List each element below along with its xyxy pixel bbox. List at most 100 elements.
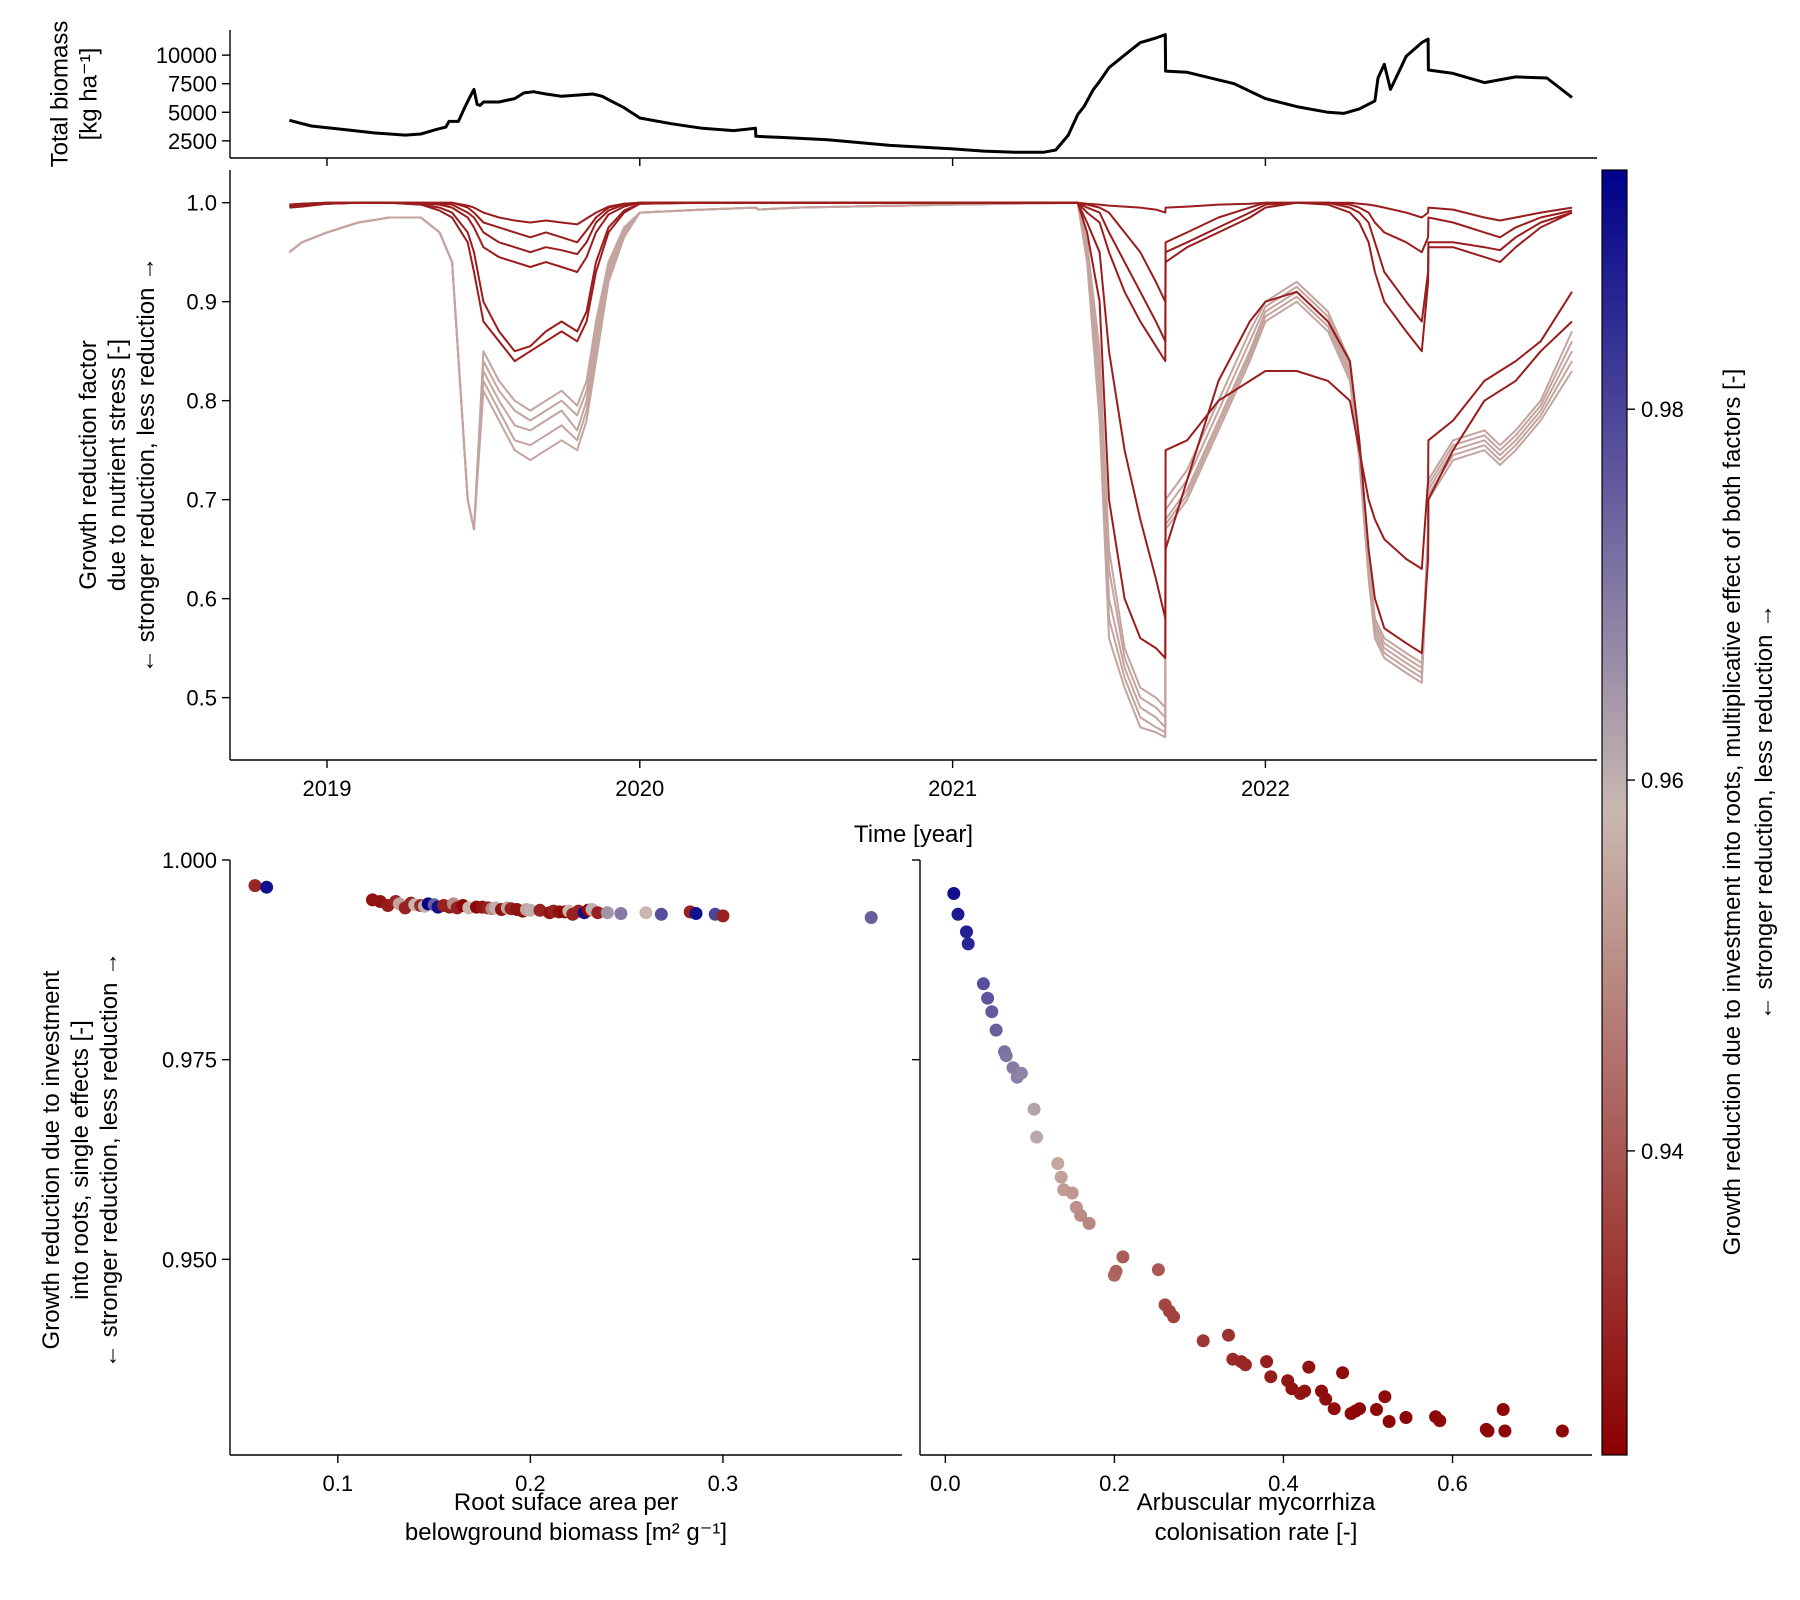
scatter-point: [999, 1049, 1013, 1063]
scatter-point: [1082, 1216, 1096, 1230]
x-tick-label: 2021: [928, 776, 977, 801]
y-tick-label: 0.975: [162, 1048, 217, 1073]
y-tick-label: 0.9: [186, 290, 217, 315]
x-tick-label: 0.2: [1099, 1471, 1130, 1496]
scatter-point: [248, 879, 262, 893]
y-axis-label: Growth reduction due to investment: [38, 970, 65, 1349]
scatter-point: [1014, 1066, 1028, 1080]
scatter-point: [951, 907, 965, 921]
x-axis-label: Arbuscular mycorrhiza: [1137, 1489, 1376, 1516]
mycorrhiza-panel: 0.0 0.2 0.4 0.6 Arbuscular mycorrhiza colonis…: [912, 859, 1592, 1546]
colorbar-tick-label: 0.98: [1641, 397, 1684, 422]
x-axis-label: belowground biomass [m² g⁻¹]: [405, 1519, 727, 1546]
y-tick-label: 10000: [156, 43, 217, 68]
scatter-point: [523, 903, 537, 917]
nutrient-stress-panel: 0.5 0.6 0.7 0.8 0.9 1.0 2019 2020 2021 2022 Time […: [75, 170, 1597, 848]
scatter-point: [985, 1005, 999, 1019]
nutrient-series-line: [289, 201, 1573, 226]
y-tick-label: 0.950: [162, 1247, 217, 1272]
x-tick-label: 2022: [1241, 776, 1290, 801]
scatter-point: [1298, 1384, 1312, 1398]
scatter-point: [1498, 1424, 1512, 1438]
y-tick-label: 0.8: [186, 389, 217, 414]
y-tick-label: 5000: [168, 100, 217, 125]
scatter-point: [1054, 1170, 1068, 1184]
y-tick-label: 7500: [168, 72, 217, 97]
y-axis-label: Total biomass: [47, 21, 74, 168]
colorbar: 0.94 0.96 0.98 Growth reduction due to inve…: [1601, 169, 1778, 1456]
scatter-point: [1433, 1414, 1447, 1428]
scatter-point: [1302, 1360, 1316, 1374]
scatter-point: [1030, 1130, 1044, 1144]
scatter-point: [1336, 1366, 1350, 1380]
scatter-point: [654, 907, 668, 921]
scatter-point: [689, 907, 703, 920]
colorbar-tick-label: 0.96: [1641, 768, 1684, 793]
x-axis-label: Root suface area per: [454, 1489, 678, 1516]
scatter-point: [1074, 1208, 1088, 1222]
nutrient-series-line: [289, 201, 1573, 363]
x-tick-label: 2020: [615, 776, 664, 801]
scatter-point: [960, 925, 973, 939]
scatter-point: [1238, 1358, 1252, 1372]
x-tick-label: 0.1: [323, 1471, 354, 1496]
scatter-point: [1027, 1102, 1041, 1116]
scatter-point: [716, 909, 730, 923]
scatter-point: [1222, 1328, 1235, 1342]
nutrient-series-line: [288, 201, 1573, 739]
x-tick-label: 0.0: [930, 1471, 961, 1496]
scatter-point: [1116, 1250, 1130, 1264]
scatter-point: [260, 880, 274, 894]
y-tick-label: 2500: [168, 129, 217, 154]
scatter-point: [1264, 1370, 1278, 1384]
nutrient-series-line: [289, 201, 1573, 659]
scatter-point: [1065, 1186, 1079, 1200]
nutrient-series-line: [288, 201, 1573, 734]
scatter-point: [591, 906, 605, 920]
y-tick-label: 0.6: [186, 587, 217, 612]
x-tick-label: 0.3: [708, 1471, 739, 1496]
nutrient-series-line: [288, 201, 1573, 709]
scatter-point: [1555, 1424, 1569, 1438]
scatter-point: [1109, 1264, 1123, 1278]
scatter-point: [1151, 1263, 1165, 1277]
scatter-point: [614, 907, 628, 920]
biomass-line: [289, 33, 1573, 154]
x-tick-label: 0.4: [1268, 1471, 1299, 1496]
scatter-point: [1353, 1402, 1366, 1416]
y-tick-label: 1.000: [162, 848, 217, 873]
scatter-point: [989, 1023, 1003, 1037]
x-axis-label: colonisation rate [-]: [1155, 1519, 1358, 1546]
x-tick-label: 0.6: [1437, 1471, 1468, 1496]
colorbar-label: ← stronger reduction, less reduction →: [1751, 604, 1778, 1020]
y-tick-label: 0.5: [186, 686, 217, 711]
scatter-point: [639, 906, 653, 920]
scatter-point: [1196, 1334, 1210, 1348]
colorbar-bar: [1601, 169, 1628, 1456]
scatter-point: [1260, 1355, 1274, 1369]
y-axis-label: into roots, single effects [-]: [67, 1020, 94, 1300]
scatter-point: [1327, 1402, 1341, 1416]
nutrient-series-line: [289, 201, 1573, 343]
scatter-point: [976, 977, 990, 991]
x-tick-label: 2019: [302, 776, 351, 801]
y-axis-label: Growth reduction factor: [75, 340, 102, 589]
scatter-point: [1378, 1390, 1392, 1404]
y-axis-label: ← stronger reduction, less reduction →: [96, 952, 123, 1368]
colorbar-tick-label: 0.94: [1641, 1139, 1684, 1164]
y-axis-label: due to nutrient stress [-]: [104, 339, 131, 591]
y-axis-label: ← stronger reduction, less reduction →: [133, 257, 160, 673]
scatter-point: [600, 906, 614, 920]
y-tick-label: 1.0: [186, 191, 217, 216]
scatter-point: [1051, 1157, 1065, 1170]
scatter-point: [947, 887, 961, 900]
scatter-point: [1319, 1392, 1333, 1406]
x-tick-label: 0.2: [515, 1471, 546, 1496]
y-tick-label: 0.7: [186, 488, 217, 513]
biomass-panel: 2500 5000 7500 10000 Total biomass [kg ha⁻¹]: [47, 21, 1597, 168]
scatter-point: [1496, 1403, 1510, 1416]
colorbar-label: Growth reduction due to investment into …: [1719, 369, 1746, 1256]
scatter-point: [1167, 1310, 1181, 1324]
scatter-point: [1382, 1415, 1396, 1428]
